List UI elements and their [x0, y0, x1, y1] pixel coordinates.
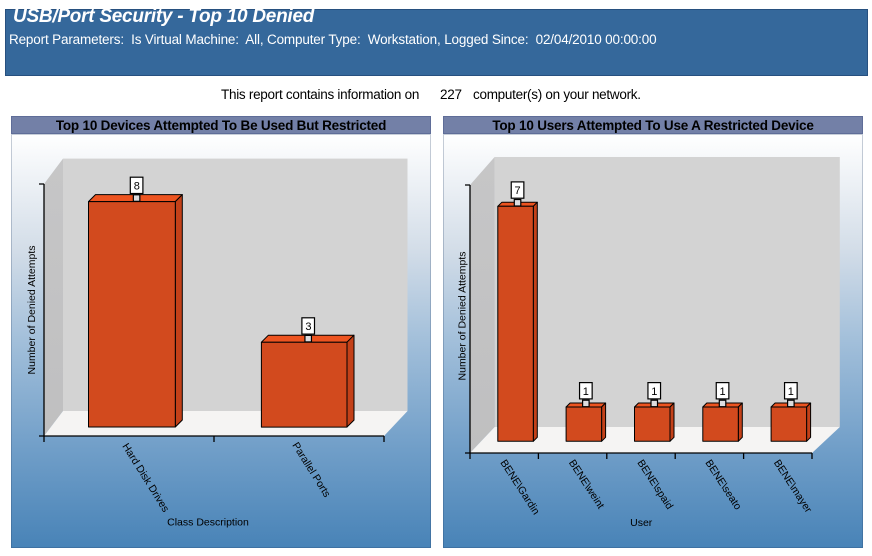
svg-text:8: 8	[134, 180, 140, 192]
svg-text:1: 1	[788, 386, 794, 398]
svg-text:User: User	[630, 517, 653, 529]
svg-text:Number of Denied Attempts: Number of Denied Attempts	[457, 252, 469, 381]
svg-text:3: 3	[305, 321, 311, 333]
svg-text:7: 7	[514, 185, 520, 197]
svg-text:1: 1	[583, 386, 589, 398]
svg-text:1: 1	[719, 386, 725, 398]
svg-text:Number of Denied Attempts: Number of Denied Attempts	[26, 246, 38, 375]
svg-text:1: 1	[651, 386, 657, 398]
svg-text:Class Description: Class Description	[167, 517, 249, 529]
